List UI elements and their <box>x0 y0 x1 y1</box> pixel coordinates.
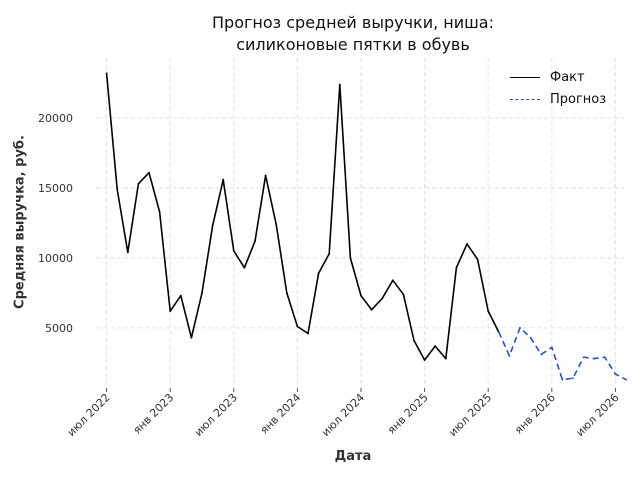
legend-item-fact: Факт <box>510 66 625 88</box>
data-point-fact-32 <box>444 357 447 360</box>
data-point-fact-8 <box>190 336 193 339</box>
series-line-forecast <box>498 327 627 381</box>
legend: Факт Прогноз <box>510 66 625 110</box>
legend-label-forecast: Прогноз <box>550 91 607 107</box>
data-point-fact-10 <box>211 224 214 227</box>
data-point-fact-23 <box>349 257 352 259</box>
data-point-fact-7 <box>179 294 182 297</box>
y-tick-label-2: 15000 <box>38 182 73 195</box>
data-point-fact-11 <box>222 178 225 181</box>
x-tick-label-2: июл 2023 <box>192 391 240 439</box>
data-point-forecast-5 <box>550 346 553 349</box>
data-point-fact-33 <box>455 266 458 269</box>
data-point-forecast-6 <box>561 378 564 381</box>
y-tick-label-0: 5000 <box>45 322 73 335</box>
data-point-fact-22 <box>338 83 341 86</box>
data-point-forecast-1 <box>508 354 511 357</box>
data-point-fact-12 <box>232 250 235 252</box>
x-tick-label-1: янв 2023 <box>131 391 177 437</box>
data-point-fact-1 <box>116 188 119 191</box>
data-point-fact-0 <box>105 72 108 75</box>
data-point-fact-14 <box>254 240 256 243</box>
data-point-fact-36 <box>487 310 490 312</box>
data-point-fact-20 <box>317 272 320 275</box>
y-tick-label-3: 20000 <box>38 112 73 125</box>
y-tick-label-1: 10000 <box>38 252 73 265</box>
chart-title-line-2: силиконовые пятки в обувь <box>236 35 470 54</box>
legend-swatch-fact <box>510 76 540 78</box>
data-point-fact-24 <box>360 294 362 297</box>
data-point-forecast-12 <box>625 378 627 381</box>
x-tick-label-5: янв 2025 <box>385 391 431 437</box>
series-line-fact <box>105 73 500 361</box>
data-point-forecast-8 <box>582 356 585 359</box>
x-tick-label-4: июл 2024 <box>319 391 367 439</box>
data-point-fact-34 <box>466 243 468 245</box>
legend-swatch-forecast <box>510 98 540 100</box>
data-point-fact-28 <box>402 293 405 296</box>
data-point-fact-2 <box>126 251 129 254</box>
data-point-fact-26 <box>381 297 384 300</box>
legend-item-forecast: Прогноз <box>510 88 625 110</box>
y-axis-label: Средняя выручка, руб. <box>12 135 28 309</box>
x-tick-label-0: июл 2022 <box>65 391 113 439</box>
data-point-fact-9 <box>201 292 203 294</box>
data-point-fact-16 <box>275 223 278 226</box>
data-point-fact-19 <box>307 332 309 335</box>
data-point-fact-6 <box>169 310 172 312</box>
x-axis-label: Дата <box>334 449 372 464</box>
data-point-forecast-11 <box>614 373 617 375</box>
data-point-forecast-3 <box>529 336 532 339</box>
data-point-fact-3 <box>137 182 140 185</box>
data-point-fact-29 <box>413 339 415 342</box>
data-point-forecast-10 <box>603 356 606 359</box>
data-point-forecast-9 <box>593 357 596 360</box>
data-point-fact-15 <box>264 174 267 177</box>
data-point-fact-25 <box>370 308 373 311</box>
data-point-fact-30 <box>423 359 426 361</box>
legend-label-fact: Факт <box>550 69 585 85</box>
data-point-fact-27 <box>391 279 394 282</box>
chart-title-line-1: Прогноз средней выручки, ниша: <box>212 13 494 32</box>
x-tick-label-8: июл 2026 <box>573 391 621 439</box>
data-point-fact-17 <box>285 292 288 294</box>
data-point-forecast-2 <box>519 326 521 329</box>
data-point-forecast-7 <box>572 377 574 380</box>
data-point-forecast-0 <box>497 331 500 333</box>
data-point-fact-5 <box>158 210 161 213</box>
x-tick-label-7: янв 2026 <box>512 391 558 437</box>
x-tick-label-6: июл 2025 <box>446 391 494 439</box>
data-point-fact-21 <box>328 252 331 255</box>
data-point-fact-13 <box>243 266 246 269</box>
data-point-fact-18 <box>296 325 299 328</box>
data-point-fact-35 <box>476 258 479 261</box>
data-point-forecast-4 <box>540 353 543 356</box>
data-point-fact-31 <box>434 345 437 347</box>
x-tick-label-3: янв 2024 <box>258 391 304 437</box>
data-point-fact-4 <box>148 171 150 174</box>
